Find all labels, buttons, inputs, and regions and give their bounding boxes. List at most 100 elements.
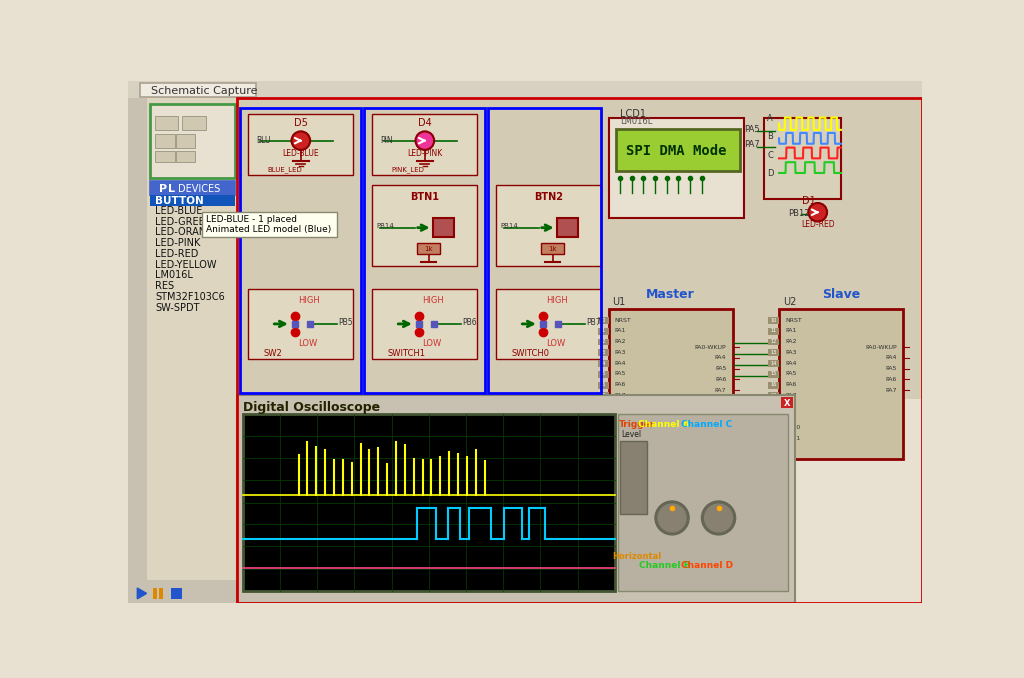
Text: PA0-WKUP: PA0-WKUP bbox=[865, 344, 897, 350]
Text: HIGH: HIGH bbox=[423, 296, 444, 305]
Bar bbox=[241, 108, 360, 393]
Text: SW2: SW2 bbox=[263, 348, 283, 358]
Bar bbox=[768, 317, 779, 324]
Bar bbox=[617, 414, 788, 591]
Text: 17: 17 bbox=[600, 393, 606, 398]
Text: 20: 20 bbox=[600, 425, 606, 431]
Bar bbox=[176, 134, 196, 148]
Text: 12: 12 bbox=[600, 339, 606, 344]
Bar bbox=[248, 114, 352, 176]
Bar bbox=[598, 349, 608, 356]
Text: 21: 21 bbox=[770, 436, 776, 441]
Text: PA5: PA5 bbox=[715, 366, 726, 371]
Text: 1k: 1k bbox=[549, 246, 557, 252]
Text: X: X bbox=[783, 399, 790, 407]
Circle shape bbox=[701, 501, 735, 535]
Text: LED-GREEN: LED-GREEN bbox=[155, 216, 212, 226]
Bar bbox=[128, 580, 237, 603]
Bar bbox=[541, 243, 564, 254]
Text: PB5: PB5 bbox=[338, 318, 352, 327]
Text: PINK_LED: PINK_LED bbox=[391, 165, 424, 172]
Text: P: P bbox=[159, 184, 167, 194]
Bar bbox=[764, 119, 841, 199]
Text: 15: 15 bbox=[600, 372, 606, 376]
Text: U2: U2 bbox=[783, 298, 797, 307]
Text: PA7: PA7 bbox=[886, 388, 897, 393]
Bar bbox=[598, 425, 608, 432]
Bar bbox=[768, 382, 779, 388]
Text: PA7: PA7 bbox=[744, 140, 760, 149]
Text: 14: 14 bbox=[770, 361, 776, 365]
Text: Slave: Slave bbox=[822, 288, 860, 301]
Bar bbox=[496, 185, 601, 266]
Circle shape bbox=[809, 203, 827, 222]
Text: LED-PINK: LED-PINK bbox=[155, 238, 201, 248]
Bar bbox=[155, 134, 174, 148]
Bar bbox=[768, 393, 779, 399]
Bar bbox=[155, 151, 174, 162]
Bar bbox=[768, 414, 779, 421]
Circle shape bbox=[292, 132, 310, 150]
Bar bbox=[372, 290, 477, 359]
Text: PA5: PA5 bbox=[886, 366, 897, 371]
Text: PA6: PA6 bbox=[785, 382, 797, 387]
Text: 16: 16 bbox=[770, 382, 776, 387]
Bar bbox=[768, 327, 779, 335]
Bar bbox=[768, 371, 779, 378]
Text: SPI DMA Mode: SPI DMA Mode bbox=[626, 144, 726, 159]
Polygon shape bbox=[137, 588, 146, 599]
Text: PA6: PA6 bbox=[614, 382, 626, 387]
Bar bbox=[598, 338, 608, 346]
Text: PA4: PA4 bbox=[614, 361, 627, 365]
Bar bbox=[496, 290, 601, 359]
Bar bbox=[598, 317, 608, 324]
Text: LOW: LOW bbox=[423, 338, 441, 348]
Text: LED-RED: LED-RED bbox=[155, 249, 199, 259]
Bar bbox=[171, 588, 182, 599]
Text: 13: 13 bbox=[770, 350, 776, 355]
Text: PA4: PA4 bbox=[785, 361, 797, 365]
Text: 21: 21 bbox=[600, 436, 606, 441]
Bar bbox=[155, 116, 178, 130]
Bar bbox=[598, 393, 608, 399]
Bar bbox=[616, 129, 740, 172]
Text: 10: 10 bbox=[600, 317, 606, 323]
Text: 14: 14 bbox=[600, 361, 606, 365]
Text: PA3: PA3 bbox=[785, 350, 797, 355]
Text: Level: Level bbox=[622, 431, 642, 439]
Bar bbox=[128, 98, 147, 603]
Text: LED-BLUE: LED-BLUE bbox=[155, 205, 203, 216]
Text: RES: RES bbox=[155, 281, 174, 291]
Bar bbox=[768, 435, 779, 443]
Text: STM32F103C6: STM32F103C6 bbox=[155, 292, 225, 302]
Bar bbox=[488, 108, 601, 393]
Bar bbox=[779, 308, 903, 458]
Bar bbox=[202, 212, 337, 237]
Text: 18: 18 bbox=[600, 404, 606, 409]
Text: 19: 19 bbox=[600, 414, 606, 420]
Text: PA5: PA5 bbox=[614, 372, 626, 376]
Text: SPI Polling Mode: SPI Polling Mode bbox=[242, 403, 358, 416]
Bar bbox=[417, 243, 440, 254]
Text: LOW: LOW bbox=[547, 338, 565, 348]
Bar bbox=[128, 81, 922, 98]
Text: U1: U1 bbox=[612, 298, 626, 307]
Text: 19: 19 bbox=[770, 414, 776, 420]
Text: 1k: 1k bbox=[424, 246, 433, 252]
Bar bbox=[621, 441, 647, 514]
Text: PA1: PA1 bbox=[614, 328, 626, 334]
Bar bbox=[176, 151, 196, 162]
Bar bbox=[598, 403, 608, 410]
Text: LED-RED: LED-RED bbox=[801, 220, 835, 229]
Circle shape bbox=[658, 504, 686, 532]
Bar bbox=[372, 185, 477, 266]
Bar bbox=[182, 116, 206, 130]
Text: Digital Oscilloscope: Digital Oscilloscope bbox=[243, 401, 380, 414]
Circle shape bbox=[416, 132, 434, 150]
Text: 20: 20 bbox=[770, 425, 776, 431]
Text: NRST: NRST bbox=[614, 317, 632, 323]
Text: PA1: PA1 bbox=[785, 328, 797, 334]
Bar bbox=[372, 114, 477, 176]
Text: PA3: PA3 bbox=[614, 350, 627, 355]
Text: LED-PINK: LED-PINK bbox=[408, 149, 442, 158]
